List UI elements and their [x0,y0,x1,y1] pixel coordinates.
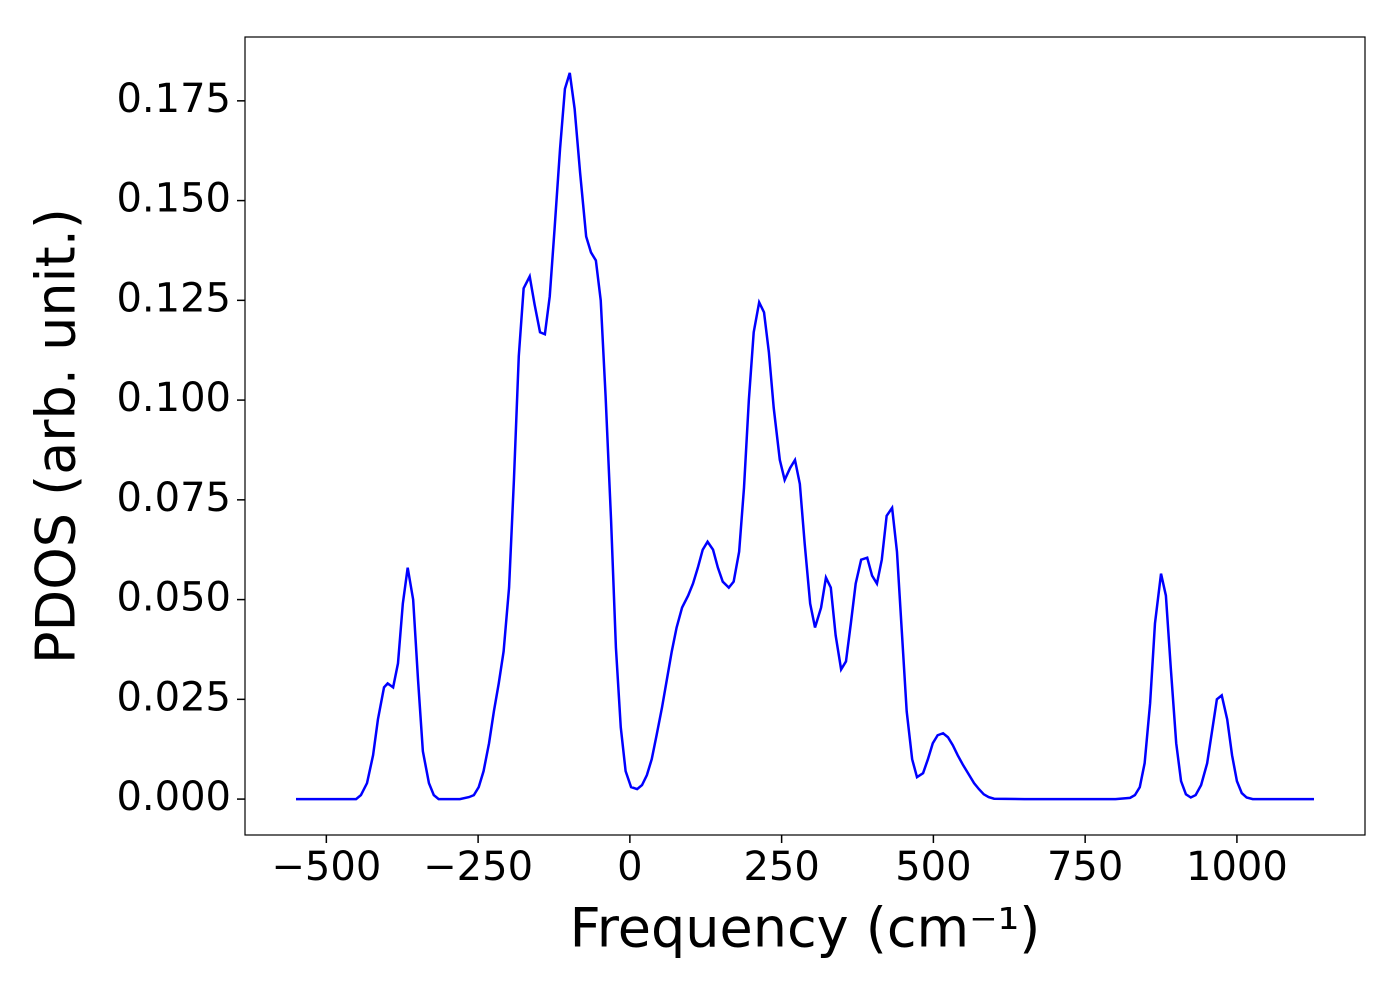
x-tick-label: −250 [423,844,533,890]
x-tick-label: 250 [743,844,819,890]
y-tick-label: 0.075 [116,475,231,521]
y-tick-label: 0.150 [116,176,231,222]
y-tick-label: 0.025 [116,674,231,720]
x-tick-label: 0 [617,844,642,890]
y-tick-label: 0.050 [116,575,231,621]
y-axis-label: PDOS (arb. unit.) [25,208,88,664]
x-tick-label: 500 [895,844,971,890]
x-tick-label: 1000 [1186,844,1288,890]
x-tick-label: −500 [271,844,381,890]
y-tick-label: 0.125 [116,275,231,321]
y-tick-label: 0.175 [116,76,231,122]
y-tick-label: 0.100 [116,375,231,421]
y-tick-label: 0.000 [116,774,231,820]
x-axis-label: Frequency (cm⁻¹) [570,897,1041,960]
plot-frame [244,36,1366,836]
line [295,72,1315,801]
x-tick-label: 750 [1047,844,1123,890]
